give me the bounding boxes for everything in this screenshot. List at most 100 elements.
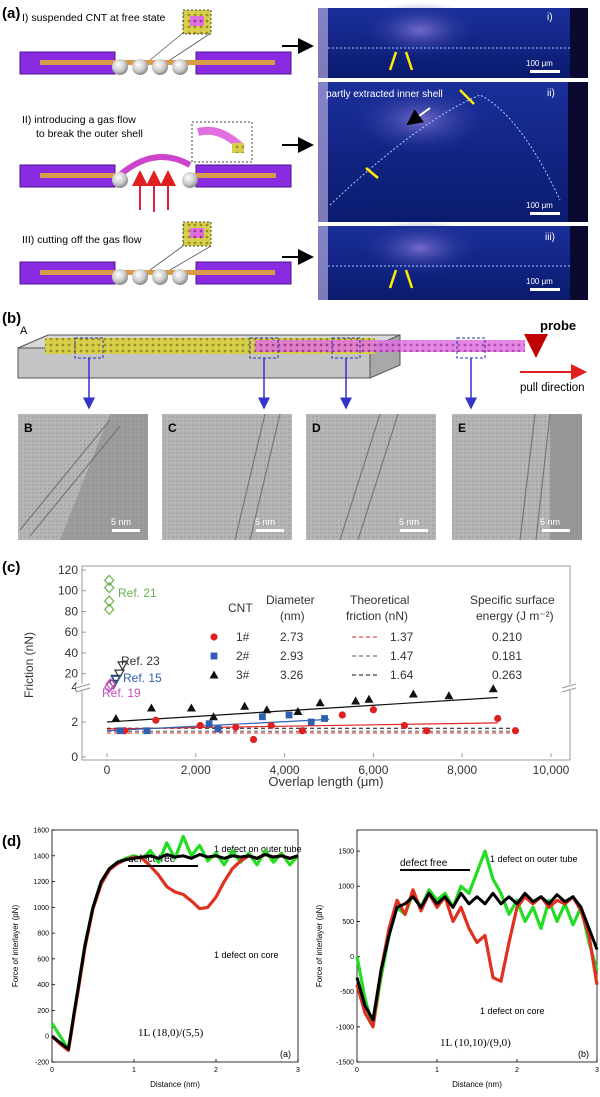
- panel-a-label: (a): [2, 5, 20, 22]
- reference-label: Ref. 23: [121, 654, 160, 668]
- data-point-1#: [511, 727, 520, 735]
- plot-d-right-ylabel: Force of interlayer (pN): [315, 905, 324, 988]
- data-point-2#: [205, 720, 213, 728]
- plot-c-ytick: 2: [71, 715, 78, 729]
- panel-b-sub-a: A: [20, 325, 28, 337]
- probe-tip: [524, 334, 548, 358]
- data-point-3#: [262, 705, 272, 714]
- plot-c-ticks: 0 2,000 4,000 6,000 8,000 10,000 0 2 420 40 60 80 10…: [58, 563, 570, 777]
- legend-marker: [210, 633, 218, 641]
- data-point-3#: [488, 684, 498, 693]
- tem-e: E 5 nm: [452, 413, 582, 541]
- table-header-theoretical: Theoretical: [350, 593, 409, 607]
- plot-d-left-ylabel: Force of interlayer (pN): [11, 905, 20, 988]
- plot-d-right: Force of interlayer (pN) Distance (nm) d…: [315, 829, 599, 1089]
- data-point-1#: [267, 721, 275, 730]
- data-point-3#: [408, 689, 418, 698]
- data-point-1#: [369, 706, 377, 714]
- table-header-diameter: Diameter: [266, 593, 315, 607]
- table-cnt: 2#: [236, 649, 250, 663]
- data-point-1#: [494, 714, 502, 723]
- plot-c-xtick: 10,000: [533, 763, 570, 777]
- plot-d-left-legend-free: defect free: [128, 854, 176, 865]
- data-point-3#: [364, 694, 374, 703]
- plot-d-ytick: 600: [37, 956, 49, 963]
- step-2-text-a: II) introducing a gas flow: [22, 114, 136, 126]
- data-point-3#: [111, 714, 121, 722]
- table-cnt: 1#: [236, 630, 250, 644]
- micrograph-ii: partly extracted inner shell ii) 100 μm: [318, 82, 588, 222]
- data-point-1#: [152, 716, 160, 724]
- table-cnt: 3#: [236, 668, 250, 682]
- plot-d-ytick: 1400: [33, 853, 49, 860]
- data-point-2#: [259, 713, 266, 721]
- data-point-3#: [444, 691, 454, 700]
- plot-d-left-legend-core: 1 defect on core: [214, 950, 279, 960]
- table-friction: 1.47: [390, 649, 414, 663]
- panel-a: (a) I) suspended CNT at free state II) i…: [2, 2, 588, 300]
- reference-point: [103, 681, 115, 694]
- plot-d-ytick: -500: [340, 989, 354, 996]
- schematic-step-1: [19, 9, 292, 75]
- data-point-3#: [240, 701, 250, 710]
- plot-c-ytick: 40: [65, 646, 79, 660]
- plot-d-ytick: 800: [37, 931, 49, 938]
- plot-d-ytick: 500: [342, 919, 354, 926]
- reference-label: Ref. 15: [123, 671, 162, 685]
- plot-d-left-xlabel: Distance (nm): [150, 1080, 200, 1089]
- data-point-3#: [209, 712, 219, 721]
- plot-c-ytick: 4: [71, 680, 78, 694]
- table-header-surface: Specific surface: [470, 593, 555, 607]
- data-point-1#: [232, 723, 240, 731]
- tem-c: C 5 nm: [162, 413, 292, 541]
- plot-d-xtick: 3: [595, 1067, 599, 1074]
- plot-c-ytick: 0: [71, 750, 78, 764]
- table-energy: 0.263: [492, 668, 522, 682]
- reference-point: [103, 581, 115, 594]
- plot-d-ytick: 0: [350, 954, 354, 961]
- data-point-2#: [285, 711, 293, 719]
- probe-label: probe: [540, 318, 576, 333]
- plot-d-xtick: 2: [214, 1067, 218, 1074]
- micro-label-i: i): [547, 12, 553, 23]
- tem-label-c: C: [168, 421, 177, 435]
- tem-label-e: E: [458, 421, 466, 435]
- series-line: [355, 888, 599, 1029]
- table-friction: 1.64: [390, 668, 414, 682]
- data-point-3#: [146, 703, 156, 712]
- data-point-3#: [351, 696, 361, 705]
- tem-scale-e: 5 nm: [540, 517, 560, 527]
- plot-d-right-tag: (b): [578, 1049, 589, 1059]
- table-diameter: 3.26: [280, 668, 304, 682]
- plot-c-xtick: 2,000: [181, 763, 211, 777]
- reference-label: Ref. 21: [118, 586, 157, 600]
- schematic-step-3: [19, 221, 292, 285]
- plot-d-ytick: 1000: [33, 905, 49, 912]
- tem-scale-b: 5 nm: [111, 517, 131, 527]
- plot-d-xtick: 3: [296, 1067, 300, 1074]
- panel-b-label: (b): [2, 310, 21, 327]
- data-point-2#: [214, 725, 222, 733]
- tem-label-d: D: [312, 421, 321, 435]
- legend-marker: [209, 670, 219, 679]
- plot-d-ytick: 0: [45, 1034, 49, 1041]
- plot-d-xtick: 0: [355, 1067, 359, 1074]
- plot-d-right-legend-core: 1 defect on core: [480, 1006, 545, 1016]
- scale-i: 100 μm: [526, 59, 553, 68]
- table-diameter: 2.93: [280, 649, 304, 663]
- plot-d-right-system: 1L (10,10)/(9,0): [440, 1037, 511, 1049]
- plot-c-xtick: 4,000: [270, 763, 300, 777]
- pull-direction-label: pull direction: [520, 382, 585, 394]
- annotation-inner-shell: partly extracted inner shell: [326, 89, 443, 100]
- axis-break: [75, 683, 577, 693]
- data-point-2#: [321, 715, 328, 722]
- micrograph-i: i) 100 μm: [318, 2, 588, 78]
- plot-c-xtick: 6,000: [358, 763, 388, 777]
- plot-d-ytick: 200: [37, 1008, 49, 1015]
- plot-c-ytick: 20: [65, 667, 79, 681]
- plot-c-ytick: 60: [65, 625, 79, 639]
- plot-d-xtick: 1: [132, 1067, 136, 1074]
- table-friction: 1.37: [390, 630, 414, 644]
